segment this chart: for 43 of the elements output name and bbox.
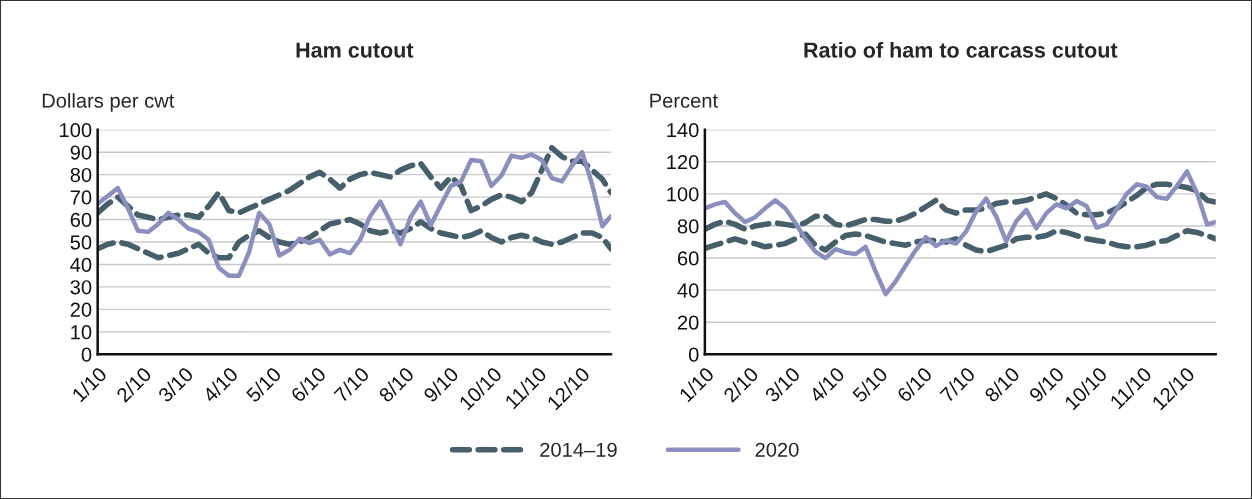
y-axis-title: Dollars per cwt xyxy=(42,93,175,112)
y-tick-label: 100 xyxy=(667,187,699,202)
y-tick-label: 0 xyxy=(81,347,92,362)
x-tick-label: 3/10 xyxy=(763,365,801,404)
line-series xyxy=(97,149,611,278)
legend-label: 2020 xyxy=(755,442,799,457)
x-tick-label: 5/10 xyxy=(851,365,889,403)
y-tick-label: 40 xyxy=(677,283,699,298)
y-tick-label: 60 xyxy=(70,212,92,228)
x-tick-label: 1/10 xyxy=(678,365,715,403)
y-tick-label: 0 xyxy=(688,347,699,362)
x-tick-label: 3/10 xyxy=(157,365,195,404)
y-tick-label: 80 xyxy=(70,167,92,183)
x-tick-label: 5/10 xyxy=(244,365,283,403)
x-tick-label: 9/10 xyxy=(1027,365,1065,403)
line-series xyxy=(704,169,1216,297)
y-tick-label: 40 xyxy=(70,257,92,272)
x-tick-label: 8/10 xyxy=(983,365,1021,403)
x-tick-label: 6/10 xyxy=(895,365,933,403)
chart-title: Ham cutout xyxy=(296,42,414,58)
chart-title: Ratio of ham to carcass cutout xyxy=(804,41,1118,58)
x-tick-label: 6/10 xyxy=(289,365,327,403)
y-tick-label: 90 xyxy=(70,145,92,160)
y-axis-title: Percent xyxy=(650,93,718,108)
y-tick-label: 80 xyxy=(677,219,699,234)
y-tick-label: 140 xyxy=(667,122,699,138)
y-tick-label: 30 xyxy=(70,280,92,295)
x-tick-label: 4/10 xyxy=(201,365,239,404)
y-tick-label: 20 xyxy=(70,302,92,317)
y-tick-label: 20 xyxy=(677,315,699,330)
x-tick-label: 7/10 xyxy=(333,365,370,403)
y-tick-label: 10 xyxy=(71,325,92,340)
x-tick-label: 4/10 xyxy=(808,365,846,404)
y-tick-label: 60 xyxy=(677,251,699,266)
legend-label: 2014–19 xyxy=(540,442,617,457)
x-tick-label: 7/10 xyxy=(939,365,976,403)
y-tick-label: 50 xyxy=(70,235,92,250)
y-tick-label: 70 xyxy=(70,190,92,205)
x-tick-label: 9/10 xyxy=(422,365,460,403)
y-tick-label: 120 xyxy=(667,155,699,170)
y-tick-label: 100 xyxy=(60,122,92,138)
x-tick-label: 8/10 xyxy=(377,365,415,403)
x-tick-label: 1/10 xyxy=(71,365,108,403)
